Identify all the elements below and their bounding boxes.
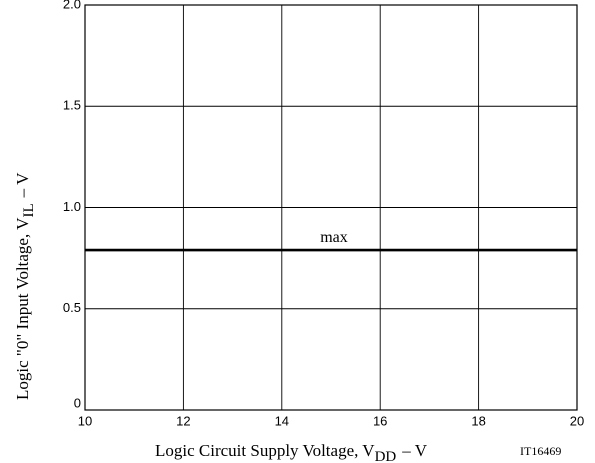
- y-tick-label: 2.0: [63, 0, 81, 11]
- y-label-unit: – V: [13, 172, 32, 198]
- figure-code: IT16469: [520, 444, 561, 458]
- x-tick-label: 20: [570, 413, 584, 428]
- x-label-sub: DD: [375, 449, 397, 463]
- y-axis-label: Logic "0" Input Voltage, VIL – V: [13, 172, 37, 400]
- y-label-text: Logic "0" Input Voltage, V: [13, 217, 32, 400]
- y-tick-label: 0: [74, 395, 81, 410]
- y-tick-label: 1.5: [63, 98, 81, 113]
- x-label-unit: – V: [401, 441, 427, 460]
- y-tick-label: 1.0: [63, 199, 81, 214]
- series-label: max: [320, 229, 348, 246]
- x-axis-label: Logic Circuit Supply Voltage, VDD – V: [155, 441, 428, 463]
- x-tick-label: 14: [275, 413, 289, 428]
- plot-frame: [84, 4, 578, 411]
- y-label-sub: IL: [21, 203, 37, 217]
- x-tick-label: 16: [373, 413, 387, 428]
- x-tick-label: 18: [471, 413, 485, 428]
- x-tick-label: 12: [176, 413, 190, 428]
- x-label-text: Logic Circuit Supply Voltage, V: [155, 441, 375, 460]
- y-tick-label: 0.5: [63, 300, 81, 315]
- x-tick-label: 10: [78, 413, 92, 428]
